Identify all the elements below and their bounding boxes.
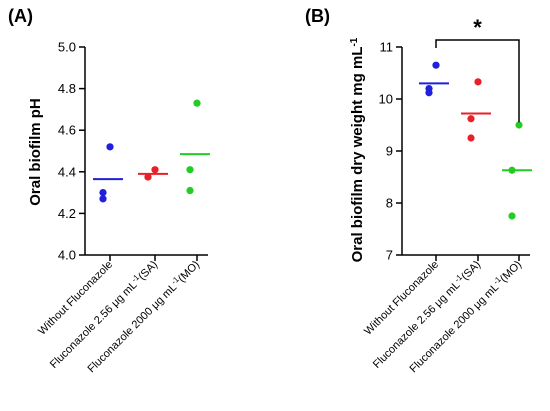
category-superscript: -1 — [491, 274, 503, 286]
category-superscript: -1 — [169, 274, 181, 286]
data-point — [144, 173, 152, 181]
y-tick-label: 7 — [386, 248, 393, 263]
data-point — [432, 61, 440, 69]
y-tick-label: 4.4 — [58, 164, 76, 179]
significance-marker: * — [473, 15, 482, 40]
y-axis-label: Oral biofilm pH — [27, 98, 44, 206]
data-point — [99, 189, 107, 197]
y-tick-label: 11 — [380, 40, 394, 55]
data-point — [186, 186, 194, 195]
data-point — [193, 99, 201, 107]
y-tick-label: 4.2 — [58, 206, 76, 221]
category-main: Without Fluconazole — [36, 259, 115, 338]
data-point — [106, 143, 114, 151]
data-point — [467, 134, 475, 142]
data-point — [425, 89, 433, 97]
y-axis-label-superscript: -1 — [349, 37, 360, 46]
category-superscript: -1 — [452, 272, 464, 284]
data-point — [474, 78, 482, 86]
category-tail: (MO) — [498, 259, 524, 285]
y-tick-label: 5.0 — [58, 40, 76, 55]
x-category-label: Without Fluconazole — [362, 259, 441, 338]
data-point — [515, 121, 523, 129]
category-tail: (MO) — [176, 259, 202, 285]
category-superscript: -1 — [129, 272, 141, 284]
category-tail: (SA) — [136, 259, 160, 283]
panel-a: (A) Oral biofilm pH 4.0 4.2 4.4 4.6 4.8 5.0 With… — [8, 6, 210, 375]
y-tick-label: 10 — [379, 92, 393, 107]
category-main: Fluconazole 2000 μg mL — [86, 281, 180, 375]
panel-label: (A) — [8, 6, 33, 26]
data-point — [467, 115, 475, 123]
y-axis-label: Oral biofilm dry weight mg mL-1 — [349, 37, 367, 262]
y-tick-label: 8 — [386, 196, 393, 211]
panel-label: (B) — [305, 6, 330, 26]
y-tick-label: 9 — [386, 144, 393, 159]
category-main: Fluconazole 2.56 μg mL — [48, 279, 140, 371]
x-category-label: Without Fluconazole — [36, 259, 115, 338]
data-point — [508, 212, 516, 220]
data-point — [186, 166, 194, 174]
category-main: Without Fluconazole — [362, 259, 441, 338]
panel-b: (B) Oral biofilm dry weight mg mL-1 7 8 9 10 1… — [305, 6, 532, 375]
category-tail: (SA) — [459, 259, 483, 283]
significance-bracket — [435, 39, 520, 123]
y-tick-label: 4.0 — [58, 248, 76, 263]
data-point — [151, 166, 159, 174]
data-point — [99, 195, 107, 203]
y-tick-label: 4.6 — [58, 123, 76, 138]
y-tick-label: 4.8 — [58, 81, 76, 96]
